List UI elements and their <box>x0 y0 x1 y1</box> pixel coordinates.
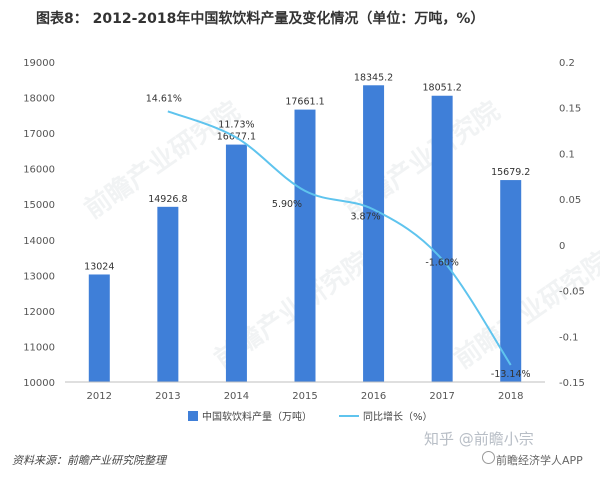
x-tick-label: 2014 <box>224 391 249 402</box>
line-label-2015: 5.90% <box>272 199 302 210</box>
right-tick-label: -0.05 <box>559 287 585 298</box>
legend: 中国软饮料产量（万吨） 同比增长（%） <box>188 410 433 423</box>
left-tick-label: 16000 <box>23 165 55 176</box>
right-tick-label: 0.05 <box>559 195 581 206</box>
x-tick-label: 2015 <box>292 391 317 402</box>
legend-swatch-bar <box>188 411 198 421</box>
left-tick-label: 15000 <box>23 200 55 211</box>
right-tick-label: -0.15 <box>559 378 585 389</box>
left-tick-label: 17000 <box>23 129 55 140</box>
line-label-2016: 3.87% <box>350 211 380 222</box>
line-label-2013: 14.61% <box>146 93 182 104</box>
x-tick-label: 2013 <box>155 391 180 402</box>
growth-line <box>167 110 512 366</box>
x-tick-label: 2012 <box>87 391 112 402</box>
bar-2016 <box>363 85 385 383</box>
x-tick-label: 2016 <box>361 391 386 402</box>
line-label-2018: -13.14% <box>491 369 531 380</box>
legend-label-line: 同比增长（%） <box>363 410 433 423</box>
bar-2018 <box>500 180 522 382</box>
left-tick-label: 11000 <box>23 342 55 353</box>
bar-series <box>88 85 522 383</box>
left-tick-label: 19000 <box>23 58 55 69</box>
right-tick-label: 0.1 <box>559 149 575 160</box>
x-axis: 2012 2013 2014 2015 2016 2017 2018 <box>65 381 545 402</box>
chart-title: 图表8： 2012-2018年中国软饮料产量及变化情况（单位：万吨，%） <box>36 11 485 27</box>
legend-label-bar: 中国软饮料产量（万吨） <box>202 410 312 423</box>
line-series <box>167 110 512 366</box>
bar-label-2013: 14926.8 <box>148 194 187 205</box>
right-tick-label: 0 <box>559 241 565 252</box>
bar-2015 <box>294 109 316 382</box>
bar-label-2018: 15679.2 <box>491 167 530 178</box>
bar-2012 <box>88 274 110 382</box>
right-tick-label: -0.1 <box>559 332 579 343</box>
bar-label-2016: 18345.2 <box>354 72 393 83</box>
line-label-2014: 11.73% <box>218 120 254 131</box>
watermark-zhihu: 知乎 @前瞻小宗 <box>424 430 534 448</box>
line-labels: 14.61% 11.73% 5.90% 3.87% -1.60% -13.14% <box>146 93 531 380</box>
left-tick-label: 18000 <box>23 94 55 105</box>
x-tick-label: 2017 <box>429 391 454 402</box>
bar-label-2015: 17661.1 <box>285 97 324 108</box>
left-tick-label: 10000 <box>23 378 55 389</box>
x-tick-label: 2018 <box>498 391 523 402</box>
left-tick-label: 12000 <box>23 307 55 318</box>
source-note: 资料来源：前瞻产业研究院整理 <box>12 454 166 467</box>
left-tick-label: 13000 <box>23 271 55 282</box>
line-label-2017: -1.60% <box>425 257 459 268</box>
bar-2013 <box>157 206 179 382</box>
bar-label-2017: 18051.2 <box>422 83 461 94</box>
bar-2014 <box>225 144 247 382</box>
bar-2017 <box>431 95 453 382</box>
left-axis: 10000 11000 12000 13000 14000 15000 16000 17000… <box>23 58 55 389</box>
right-axis: -0.15 -0.1 -0.05 0 0.05 0.1 0.15 0.2 <box>559 58 585 389</box>
watermark-app: 前瞻经济学人APP <box>496 454 583 467</box>
right-tick-label: 0.2 <box>559 58 575 69</box>
right-tick-label: 0.15 <box>559 104 581 115</box>
watermark-logo-icon <box>482 451 495 464</box>
bar-label-2012: 13024 <box>84 261 114 272</box>
left-tick-label: 14000 <box>23 236 55 247</box>
